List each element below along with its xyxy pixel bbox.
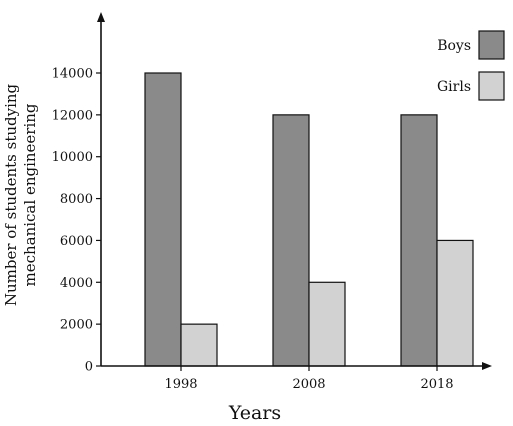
y-tick-label: 2000 xyxy=(60,318,93,333)
y-tick-label: 4000 xyxy=(60,276,93,291)
bar-girls-2018 xyxy=(436,239,474,367)
y-ticks-group: 0 2000 4000 6000 8000 10000 12000 14000 xyxy=(52,67,101,375)
bar-boys-2018 xyxy=(400,114,438,367)
bar-boys-2008 xyxy=(272,114,310,367)
bar-girls-2008 xyxy=(308,281,346,367)
y-tick-label: 8000 xyxy=(60,192,93,207)
x-axis-title: Years xyxy=(228,402,281,424)
y-axis-arrow xyxy=(97,12,105,22)
y-tick-label: 6000 xyxy=(60,234,93,249)
y-axis-title-line-2: mechanical engineering xyxy=(21,103,39,286)
x-axis-arrow xyxy=(482,362,492,370)
legend-label-boys: Boys xyxy=(437,38,471,54)
y-tick-label: 0 xyxy=(85,360,93,375)
x-tick-label: 2018 xyxy=(420,377,453,392)
legend-swatch-girls xyxy=(478,71,505,101)
y-tick-label: 12000 xyxy=(52,108,93,123)
y-tick-label: 14000 xyxy=(52,67,93,82)
bars-group xyxy=(144,72,474,367)
legend-label-girls: Girls xyxy=(437,79,471,95)
legend: Boys Girls xyxy=(437,30,505,101)
bar-girls-1998 xyxy=(180,323,218,367)
y-axis-title: Number of students studying mechanical e… xyxy=(2,83,39,306)
y-axis-title-line-1: Number of students studying xyxy=(2,83,20,306)
x-tick-label: 1998 xyxy=(164,377,197,392)
x-ticks-group: 1998 2008 2018 xyxy=(164,366,454,392)
bar-boys-1998 xyxy=(144,72,182,367)
x-tick-label: 2008 xyxy=(292,377,325,392)
y-tick-label: 10000 xyxy=(52,150,93,165)
legend-swatch-boys xyxy=(478,30,505,60)
